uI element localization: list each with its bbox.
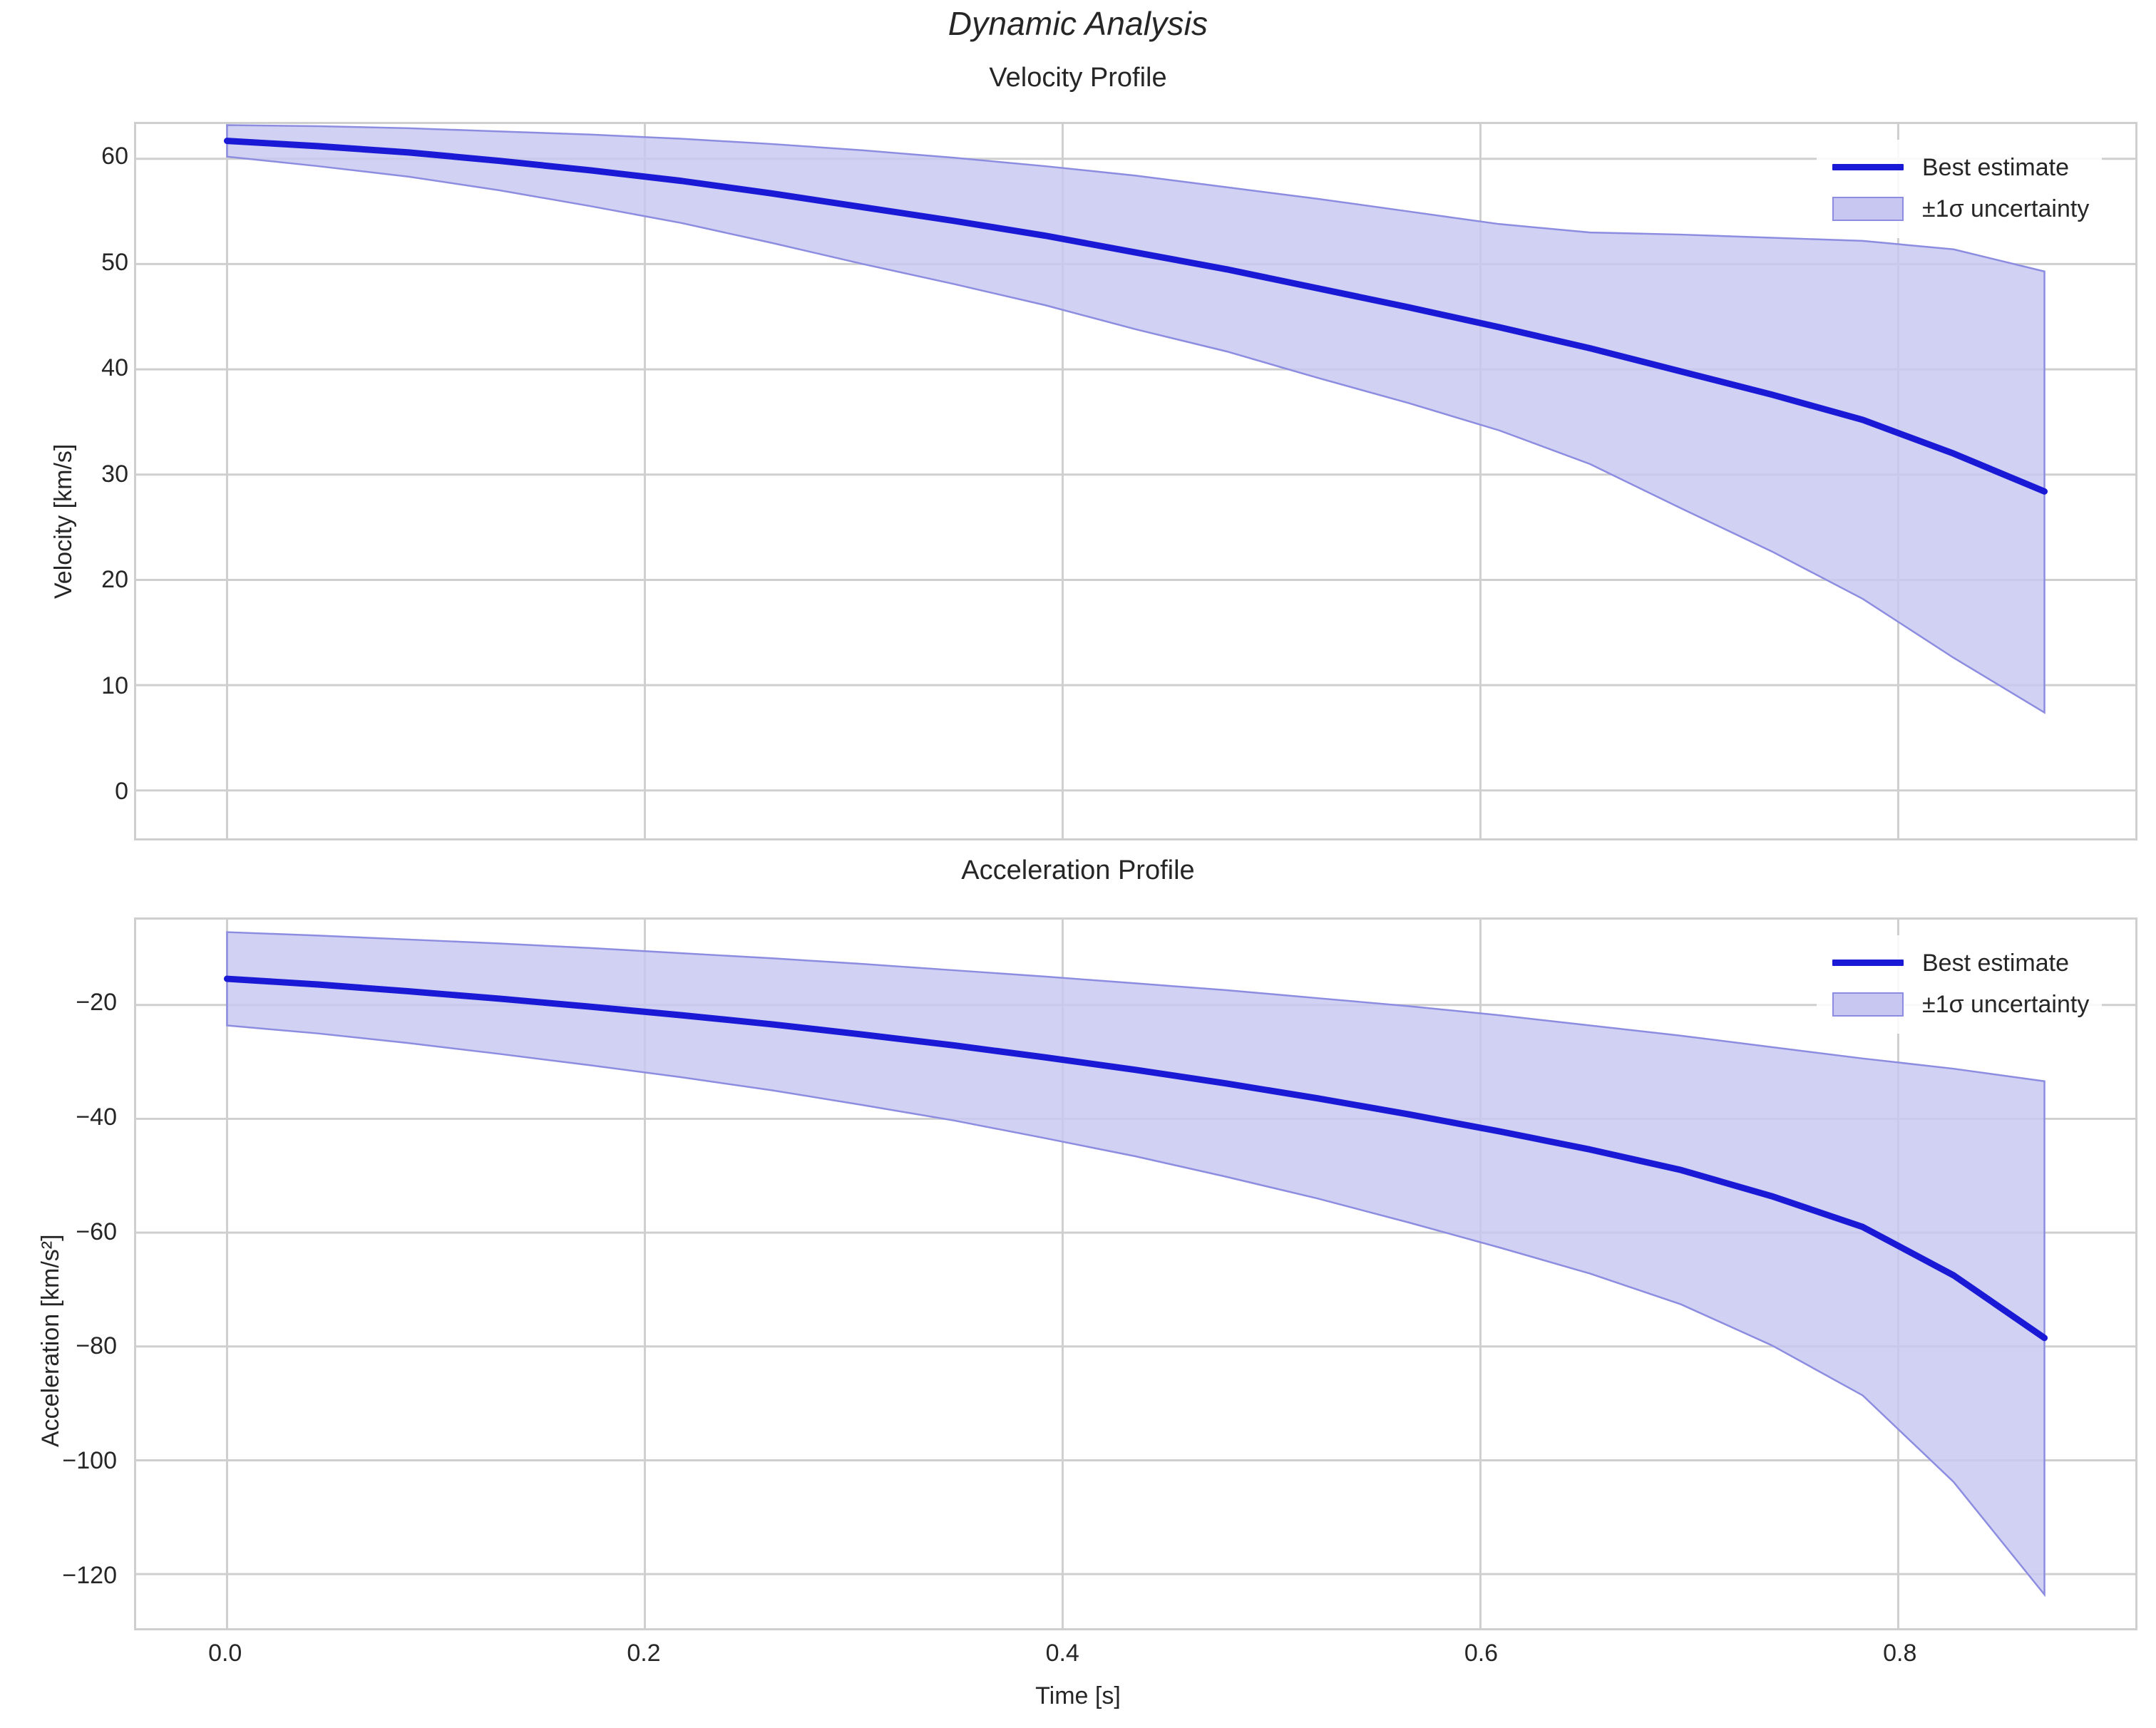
legend-line-swatch-icon [1829,153,1906,182]
ytick-label: −100 [62,1447,117,1475]
velocity-chart-title: Velocity Profile [989,63,1167,93]
legend-label-uncertainty: ±1σ uncertainty [1922,195,2090,222]
legend-row-best-estimate: Best estimate [1829,942,2089,984]
ytick-label: 0 [115,778,128,806]
legend-row-best-estimate: Best estimate [1829,147,2089,188]
acceleration-axis-label: Acceleration [km/s²] [37,1234,64,1447]
ytick-label: 40 [101,354,128,382]
xtick-label: 0.8 [1883,1640,1917,1667]
legend-label-best-estimate: Best estimate [1922,153,2069,181]
legend-band-swatch-icon [1829,989,1906,1019]
legend-line-swatch-icon [1829,948,1906,978]
ytick-label: 50 [101,248,128,276]
acceleration-legend: Best estimate ±1σ uncertainty [1817,935,2103,1034]
acceleration-ytick-labels: −20 −40 −60 −80 −100 −120 [3,917,117,1630]
acceleration-plot-area [134,917,2137,1630]
ytick-label: 20 [101,566,128,594]
ytick-label: −40 [76,1104,117,1131]
ytick-label: 30 [101,460,128,488]
velocity-ytick-labels: 0 10 20 30 40 50 60 [14,122,128,840]
xtick-label: 0.6 [1464,1640,1499,1667]
velocity-plot-area [134,122,2137,840]
ytick-label: −60 [76,1218,117,1245]
legend-label-uncertainty: ±1σ uncertainty [1922,990,2090,1018]
velocity-plot-svg [136,124,2135,838]
xtick-label: 0.4 [1045,1640,1079,1667]
legend-label-best-estimate: Best estimate [1922,949,2069,977]
legend-row-uncertainty: ±1σ uncertainty [1829,188,2089,230]
acceleration-plot-svg [136,920,2135,1628]
ytick-label: −20 [76,989,117,1017]
xtick-label: 0.2 [627,1640,661,1667]
velocity-axis-label: Velocity [km/s] [50,443,77,599]
legend-row-uncertainty: ±1σ uncertainty [1829,984,2089,1025]
ytick-label: 60 [101,143,128,170]
acceleration-chart-title: Acceleration Profile [961,855,1195,885]
xtick-label: 0.0 [208,1640,242,1667]
velocity-legend: Best estimate ±1σ uncertainty [1817,140,2103,238]
ytick-label: −80 [76,1332,117,1360]
ytick-label: 10 [101,672,128,699]
legend-band-swatch-icon [1829,194,1906,224]
x-axis-label: Time [s] [1035,1682,1121,1709]
figure-suptitle: Dynamic Analysis [948,5,1208,42]
ytick-label: −120 [62,1561,117,1589]
